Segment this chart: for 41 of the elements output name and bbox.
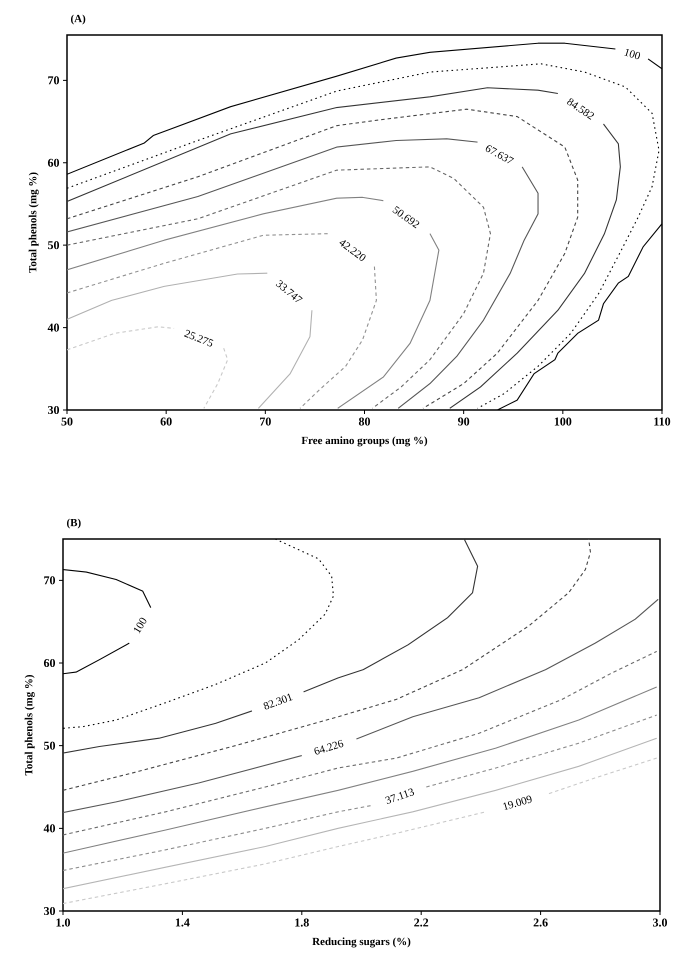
x-tick-label: 80 <box>358 417 370 426</box>
y-tick-label: 50 <box>44 742 56 750</box>
y-tick-label: 30 <box>48 406 60 414</box>
text: 25.275 <box>184 330 214 346</box>
x-tick-label: 2.6 <box>534 918 548 927</box>
text: 64.226 <box>314 740 344 754</box>
y-tick-label: 60 <box>44 658 56 668</box>
text: 100 <box>134 618 146 634</box>
line-series <box>63 686 658 854</box>
y-tick-label: 70 <box>44 576 56 584</box>
x-tick-label: 1.0 <box>56 918 70 927</box>
x-tick-label: 100 <box>554 417 572 426</box>
chart-title: (B) <box>67 518 81 528</box>
x-tick-label: 50 <box>62 417 73 426</box>
y-tick-label: 50 <box>48 241 60 250</box>
y-tick-label: 70 <box>48 76 60 84</box>
y-axis-title: Total phenols (mg %) <box>28 172 39 273</box>
line-series <box>67 166 492 409</box>
line-series <box>63 738 658 890</box>
y-tick-label: 40 <box>48 324 60 332</box>
x-tick-label: 3.0 <box>653 918 668 927</box>
y-tick-label: 40 <box>44 824 56 832</box>
x-tick-label: 1.4 <box>176 918 190 927</box>
text: 82.301 <box>264 694 293 710</box>
text: 67.637 <box>486 145 514 164</box>
line-series <box>63 650 658 836</box>
x-axis-title: Reducing sugars (%) <box>312 937 410 948</box>
text: 37.113 <box>385 788 414 804</box>
text: 19.009 <box>503 796 532 810</box>
x-tick-label: 90 <box>458 417 470 426</box>
x-tick-label: 1.8 <box>295 918 309 927</box>
chart-title: (A) <box>71 14 86 24</box>
x-axis-title: Free amino groups (mg %) <box>302 436 428 446</box>
x-tick-label: 2.2 <box>414 918 428 927</box>
y-tick-label: 60 <box>48 158 60 167</box>
x-tick-label: 70 <box>260 417 271 426</box>
x-tick-label: 60 <box>160 417 172 426</box>
y-tick-label: 30 <box>44 906 56 916</box>
text: 100 <box>624 48 640 60</box>
x-tick-label: 110 <box>654 417 670 426</box>
y-axis-title: Total phenols (mg %) <box>24 674 35 776</box>
